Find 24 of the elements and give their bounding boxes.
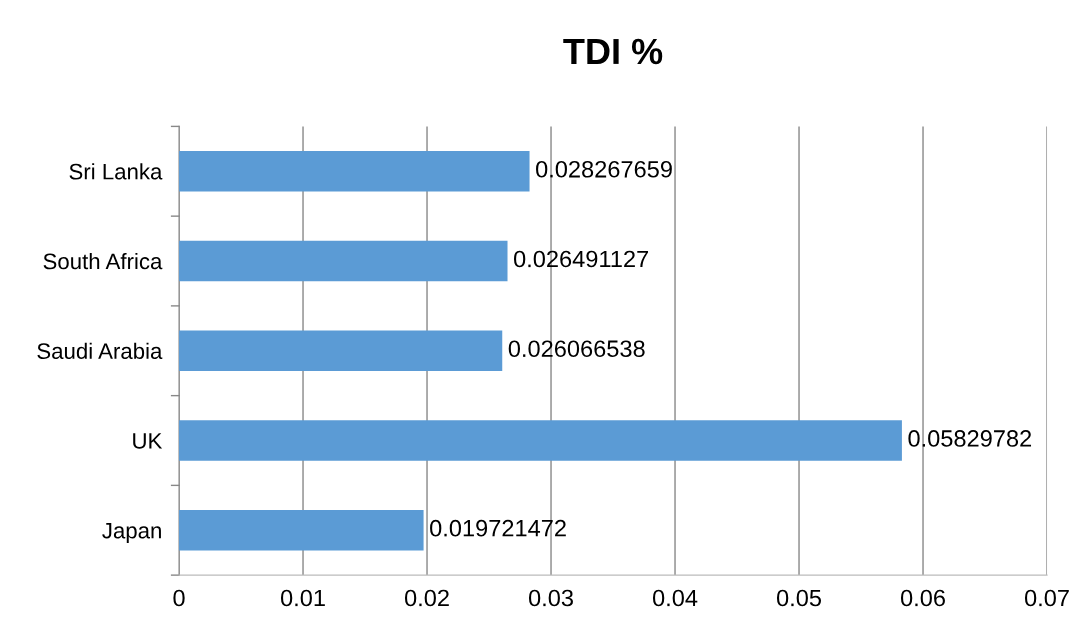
bar [179, 151, 530, 192]
x-tick-label: 0.07 [1024, 589, 1069, 607]
data-label: 0.026066538 [508, 340, 645, 358]
x-tick-label: 0.06 [900, 589, 945, 607]
data-label: 0.026491127 [513, 250, 649, 268]
bar [179, 240, 508, 282]
chart-title: TDI % [563, 38, 663, 65]
x-tick-label: 0.05 [776, 589, 822, 607]
y-tick-label: UK [133, 433, 163, 449]
y-tick-label: Saudi Arabia [37, 342, 163, 360]
x-tick-label: 0.01 [280, 589, 325, 607]
bar [179, 420, 902, 461]
data-label: 0.05829782 [908, 430, 1032, 447]
bar [179, 510, 424, 551]
data-label: 0.019721472 [430, 519, 566, 537]
y-tick-label: Japan [102, 523, 161, 543]
data-label: 0.028267659 [536, 160, 672, 178]
y-tick-label: South Africa [43, 252, 163, 270]
x-tick-label: 0.03 [528, 589, 573, 607]
x-tick-label: 0.04 [652, 589, 698, 607]
x-tick-label: 0 [173, 589, 185, 607]
x-tick-label: 0.02 [404, 589, 449, 607]
y-tick-label: Sri Lanka [69, 163, 163, 180]
bar [179, 330, 503, 371]
